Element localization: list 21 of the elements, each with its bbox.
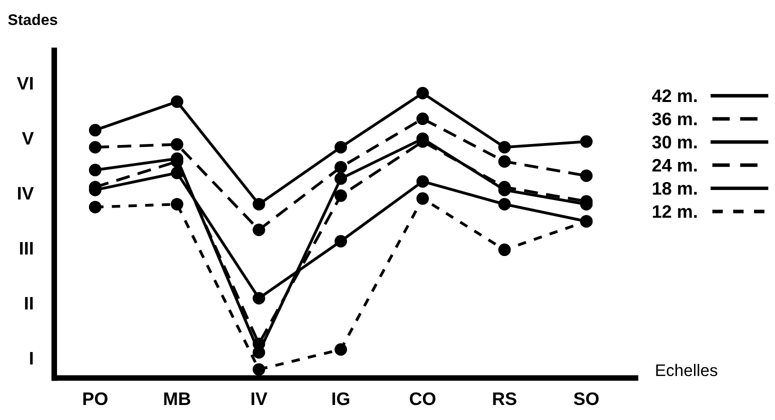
x-tick-label: RS: [493, 392, 516, 406]
legend-label: 18 m.: [652, 182, 697, 195]
text: I: [30, 352, 33, 364]
text: V: [22, 132, 34, 145]
text: II: [25, 297, 33, 310]
x-tick-label: IV: [252, 392, 268, 405]
legend-label: 12 m.: [652, 205, 697, 218]
legend-label: 30 m.: [652, 136, 697, 149]
x-tick-label: MB: [164, 392, 190, 405]
y-axis-title: Stades: [8, 14, 58, 26]
legend-label: 42 m.: [652, 89, 697, 102]
text: IV: [18, 187, 34, 200]
x-tick-label: SO: [574, 392, 599, 406]
text: VI: [16, 77, 33, 90]
x-axis-title: Echelles: [656, 364, 718, 376]
x-tick-label: PO: [83, 392, 108, 406]
x-tick-label: CO: [410, 392, 436, 406]
legend-label: 36 m.: [652, 112, 697, 126]
x-tick-label: IG: [332, 392, 350, 406]
text: III: [20, 242, 33, 254]
legend-label: 24 m.: [652, 158, 697, 172]
